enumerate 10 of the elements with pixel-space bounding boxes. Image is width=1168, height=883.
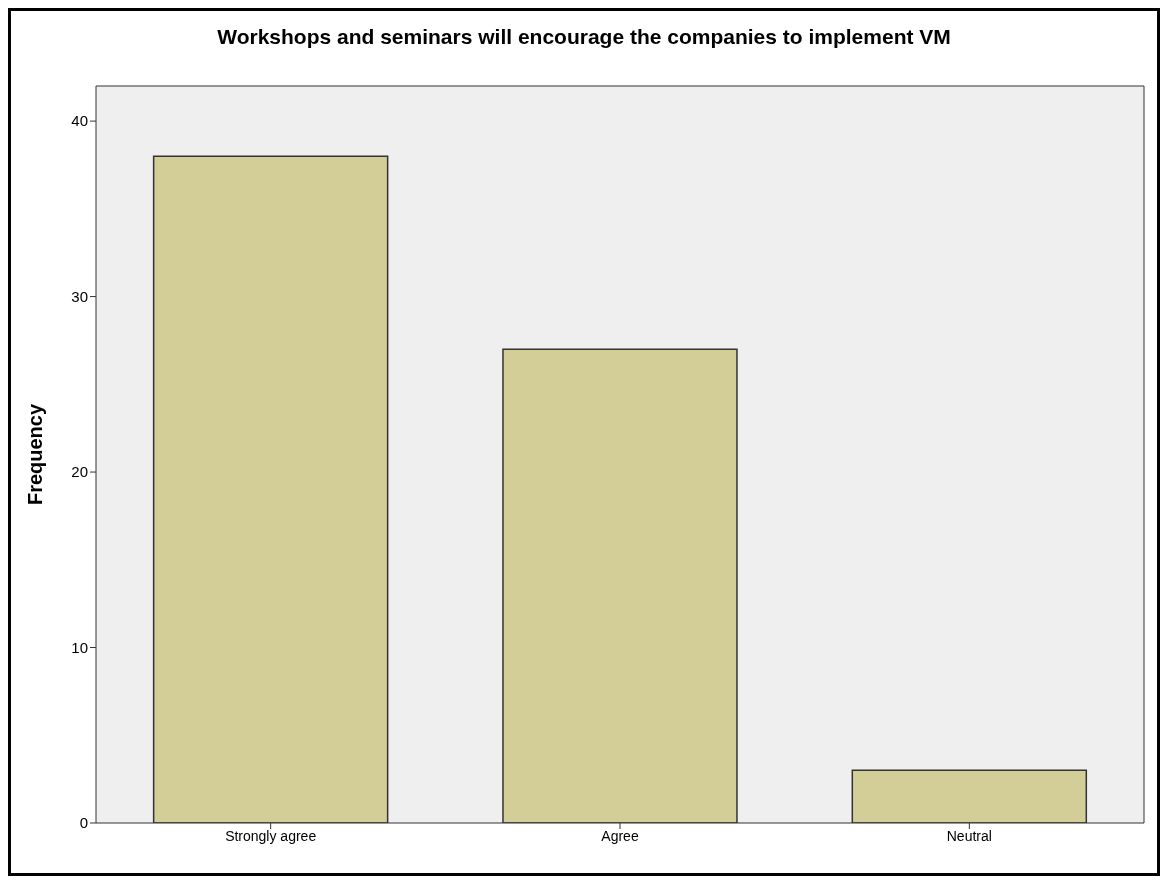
chart-title: Workshops and seminars will encourage the companies to implement VM xyxy=(216,25,952,49)
x-tick-label: Neutral xyxy=(946,827,992,844)
y-tick-label: 20 xyxy=(71,463,88,481)
y-axis-title: Frequency xyxy=(24,403,47,506)
x-tick-label: Agree xyxy=(601,827,639,844)
y-tick-label: 30 xyxy=(71,287,88,305)
x-tick-label: Strongly agree xyxy=(225,827,317,844)
y-tick-label: 10 xyxy=(71,638,88,656)
y-tick-label: 40 xyxy=(71,112,88,130)
y-tick-label: 0 xyxy=(79,814,88,832)
